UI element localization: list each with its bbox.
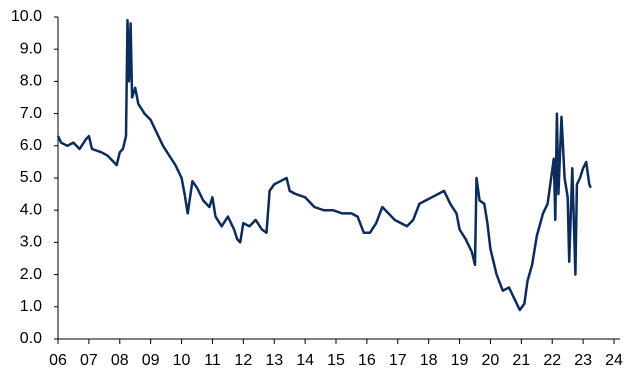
y-tick-label: 3.0 <box>20 234 42 251</box>
y-tick-label: 6.0 <box>20 137 42 154</box>
x-tick-label: 19 <box>451 352 469 369</box>
x-tick-label: 18 <box>420 352 438 369</box>
x-tick-label: 23 <box>574 352 592 369</box>
x-tick-label: 08 <box>111 352 129 369</box>
y-tick-label: 1.0 <box>20 298 42 315</box>
x-tick-label: 09 <box>142 352 160 369</box>
x-tick-label: 14 <box>296 352 314 369</box>
x-tick-label: 06 <box>49 352 67 369</box>
y-tick-label: 5.0 <box>20 169 42 186</box>
x-tick-label: 07 <box>80 352 98 369</box>
x-tick-label: 12 <box>234 352 252 369</box>
x-tick-label: 10 <box>173 352 191 369</box>
y-tick-label: 7.0 <box>20 105 42 122</box>
x-tick-label: 16 <box>358 352 376 369</box>
y-tick-label: 0.0 <box>20 330 42 347</box>
x-tick-label: 22 <box>543 352 561 369</box>
x-tick-label: 17 <box>389 352 407 369</box>
x-tick-label: 20 <box>482 352 500 369</box>
y-tick-label: 4.0 <box>20 201 42 218</box>
x-tick-label: 11 <box>204 352 221 369</box>
y-tick-label: 10.0 <box>11 8 42 25</box>
y-tick-label: 9.0 <box>20 40 42 57</box>
y-tick-label: 2.0 <box>20 266 42 283</box>
x-tick-label: 13 <box>265 352 283 369</box>
y-tick-label: 8.0 <box>20 73 42 90</box>
x-tick-label: 15 <box>327 352 345 369</box>
x-tick-label: 21 <box>512 352 530 369</box>
data-line <box>56 18 592 312</box>
x-tick-label: 24 <box>605 352 623 369</box>
